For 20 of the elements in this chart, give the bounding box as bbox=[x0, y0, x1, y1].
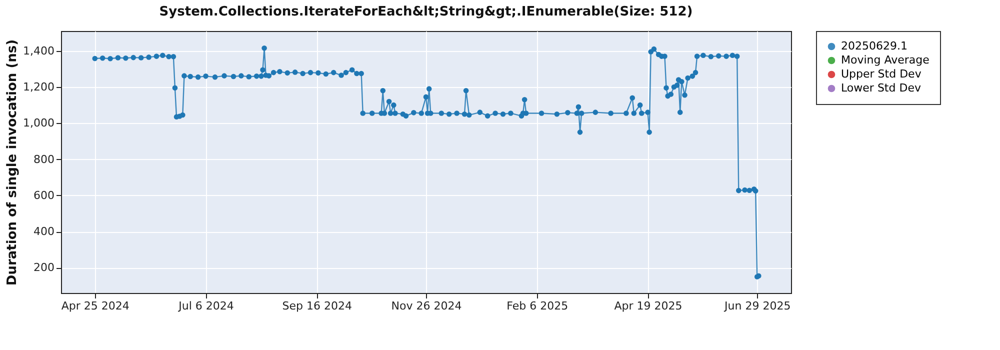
y-tick-label: 600 bbox=[34, 188, 54, 202]
y-tick-label: 800 bbox=[34, 152, 54, 166]
legend-label: Lower Std Dev bbox=[841, 82, 922, 94]
x-tick-label: Jun 29 2025 bbox=[724, 300, 791, 312]
x-tick-label: Feb 6 2025 bbox=[506, 300, 568, 312]
x-tick-label: Sep 16 2024 bbox=[282, 300, 352, 312]
x-tick-label: Jul 6 2024 bbox=[178, 300, 234, 312]
x-tick-label: Nov 26 2024 bbox=[391, 300, 462, 312]
y-axis-title: Duration of single invocation (ns) bbox=[5, 39, 20, 286]
legend-label: 20250629.1 bbox=[841, 40, 908, 52]
legend-label: Upper Std Dev bbox=[841, 68, 922, 80]
chart-title: System.Collections.IterateForEach&lt;String&gt;.IEnumerable(Size: 512) bbox=[159, 4, 693, 20]
y-tick-label: 400 bbox=[34, 225, 54, 238]
legend-label: Moving Average bbox=[841, 54, 930, 66]
y-tick-label: 1,200 bbox=[23, 80, 54, 94]
y-tick-label: 1,000 bbox=[23, 116, 54, 130]
y-tick-label: 1,400 bbox=[23, 44, 54, 58]
x-tick-label: Apr 19 2025 bbox=[614, 300, 682, 312]
y-tick-label: 200 bbox=[34, 261, 54, 274]
x-tick-label: Apr 25 2024 bbox=[61, 300, 130, 312]
